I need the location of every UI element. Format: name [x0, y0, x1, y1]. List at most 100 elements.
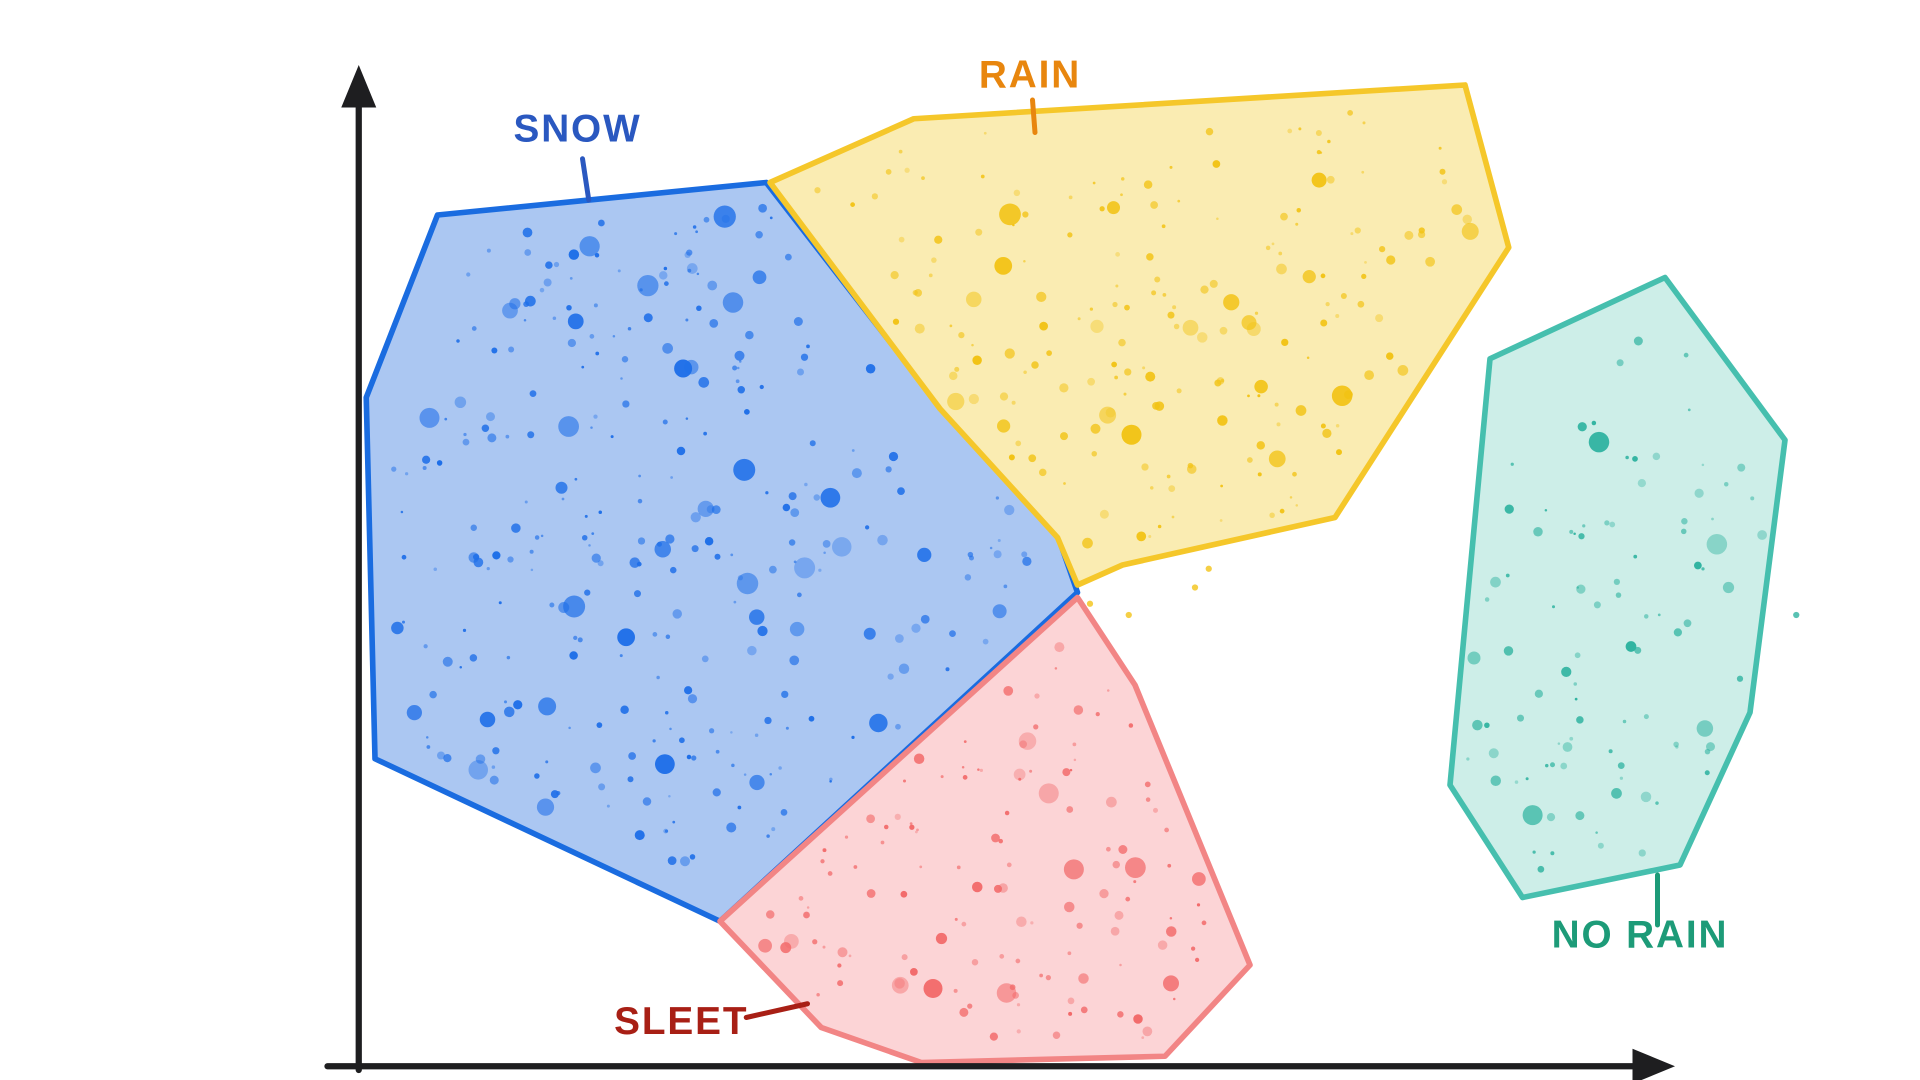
data-point	[696, 305, 702, 311]
data-point	[598, 783, 606, 791]
data-point	[1552, 605, 1556, 609]
data-point	[1488, 748, 1499, 759]
data-point	[1009, 984, 1016, 991]
data-point	[829, 777, 833, 782]
data-point	[1319, 151, 1323, 154]
data-point	[769, 565, 777, 574]
data-point	[1196, 903, 1201, 907]
data-point	[686, 249, 693, 256]
data-point	[757, 625, 768, 637]
data-point	[1162, 293, 1167, 297]
data-point	[1039, 468, 1047, 477]
data-point	[794, 557, 816, 579]
data-point	[822, 848, 827, 853]
cluster-label-snow: SNOW	[513, 107, 641, 150]
data-point	[1295, 405, 1307, 416]
data-point	[1484, 597, 1490, 602]
data-point	[1706, 534, 1728, 555]
data-point	[1150, 201, 1158, 209]
data-point	[1148, 535, 1152, 538]
data-point	[739, 360, 742, 363]
data-point	[674, 359, 693, 378]
data-point	[401, 620, 405, 624]
data-point	[589, 334, 595, 339]
data-point	[1133, 880, 1137, 884]
data-point	[669, 727, 672, 731]
data-point	[851, 468, 862, 479]
data-point	[749, 609, 765, 625]
data-point	[948, 371, 958, 381]
data-point	[1212, 160, 1221, 168]
data-point	[1331, 385, 1353, 406]
data-point	[1274, 402, 1279, 407]
data-point	[956, 865, 961, 870]
data-point	[898, 663, 910, 674]
data-point	[1550, 851, 1555, 856]
data-point	[1015, 958, 1021, 964]
data-point	[806, 906, 810, 909]
data-point	[674, 232, 678, 236]
data-point	[527, 431, 535, 439]
data-point	[958, 332, 965, 339]
data-point	[1209, 279, 1218, 288]
data-point	[1115, 284, 1119, 288]
data-point	[1018, 777, 1022, 781]
data-point	[793, 317, 803, 327]
data-point	[1012, 223, 1015, 227]
data-point	[1068, 195, 1073, 200]
data-point	[1016, 1003, 1021, 1007]
data-point	[643, 313, 653, 323]
data-point	[1164, 827, 1169, 833]
data-point	[423, 644, 428, 649]
data-point	[443, 754, 452, 763]
data-point	[486, 412, 495, 422]
data-point	[1054, 667, 1058, 670]
data-point	[574, 477, 578, 481]
data-point	[591, 553, 601, 563]
data-point	[1063, 859, 1084, 880]
data-point	[444, 417, 448, 421]
data-point	[1295, 504, 1298, 507]
data-point	[848, 954, 852, 958]
data-point	[1082, 537, 1093, 549]
data-point	[1320, 423, 1326, 429]
data-point	[695, 230, 698, 234]
data-point	[822, 540, 831, 548]
data-point	[573, 635, 578, 640]
data-point	[690, 512, 701, 523]
data-point	[509, 298, 521, 310]
data-point	[1112, 860, 1120, 869]
data-point	[806, 344, 810, 349]
data-point	[1187, 464, 1197, 474]
data-point	[994, 884, 1003, 893]
data-point	[999, 953, 1005, 959]
data-point	[812, 939, 818, 945]
data-point	[1214, 379, 1222, 387]
data-point	[1192, 872, 1206, 886]
data-point	[1757, 530, 1767, 540]
data-point	[829, 780, 832, 783]
data-point	[545, 261, 553, 269]
data-point	[880, 840, 885, 845]
data-point	[1582, 524, 1586, 528]
data-point	[999, 203, 1021, 226]
data-point	[979, 768, 983, 772]
data-point	[837, 980, 844, 987]
outlier-point	[1125, 611, 1132, 619]
data-point	[540, 534, 544, 538]
data-point	[1550, 762, 1555, 768]
data-point	[1069, 768, 1073, 772]
data-point	[923, 979, 943, 998]
data-point	[1023, 260, 1026, 263]
data-point	[1004, 348, 1015, 359]
data-point	[561, 497, 565, 501]
data-point	[1090, 423, 1101, 434]
data-point	[1018, 732, 1037, 750]
data-point	[945, 667, 950, 672]
data-point	[1271, 242, 1275, 246]
data-point	[900, 890, 908, 898]
data-point	[1216, 217, 1219, 220]
data-point	[769, 773, 772, 776]
data-point	[995, 496, 999, 500]
x-axis-arrowhead	[1632, 1048, 1675, 1080]
